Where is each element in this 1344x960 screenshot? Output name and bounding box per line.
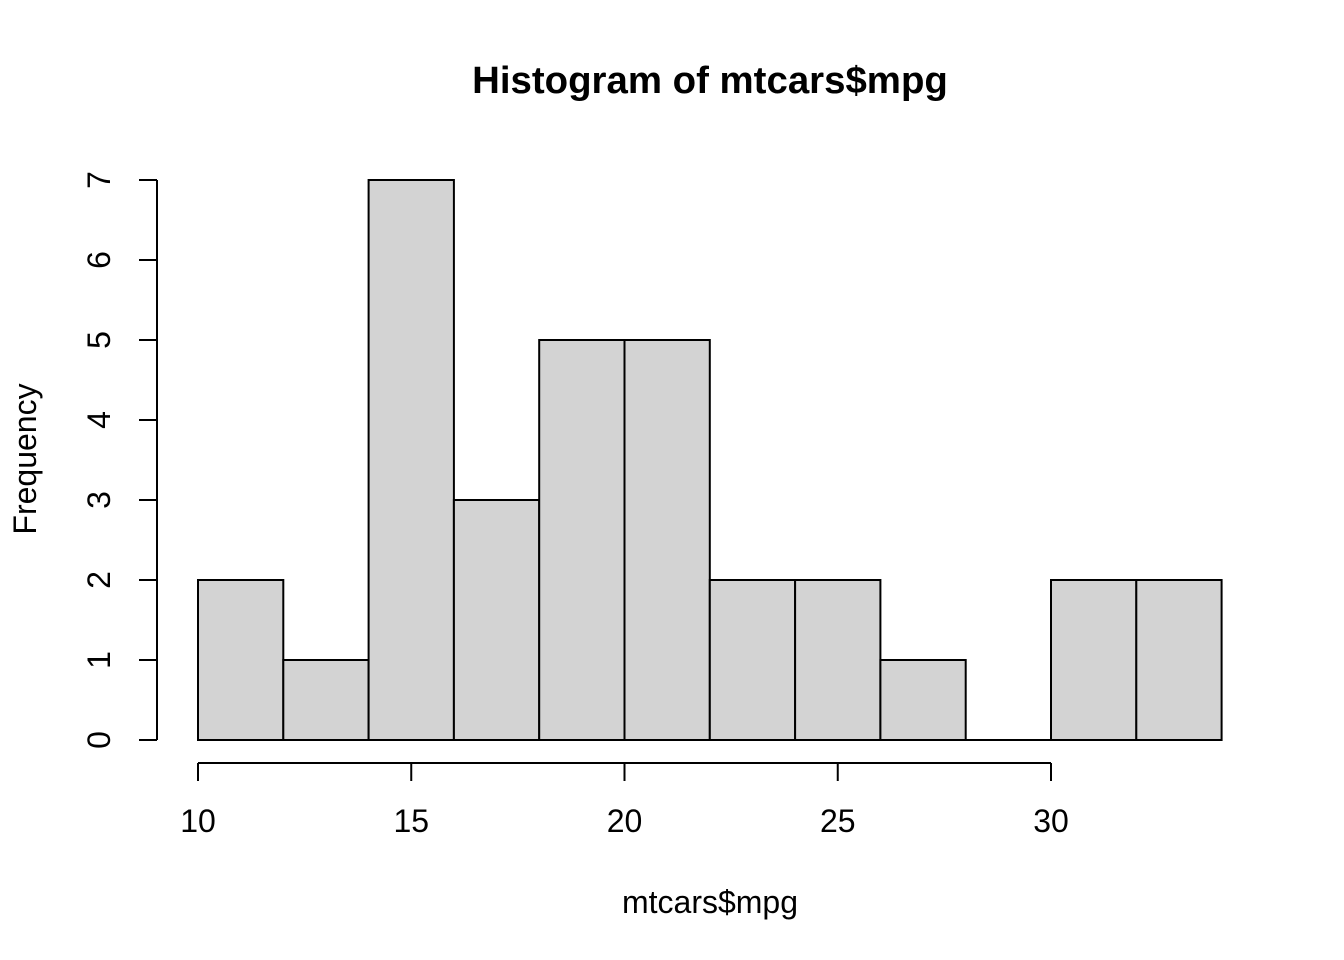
x-tick-label: 10 — [180, 803, 216, 839]
histogram-bar — [197, 579, 285, 741]
y-tick-label: 3 — [81, 491, 117, 509]
x-axis-label: mtcars$mpg — [622, 884, 798, 920]
axes-group — [139, 179, 1052, 781]
histogram-bar — [282, 659, 370, 741]
bars-group — [197, 179, 1223, 741]
x-tick-label: 25 — [820, 803, 856, 839]
y-tick-label: 5 — [81, 331, 117, 349]
histogram-bar — [623, 339, 711, 741]
histogram-bar — [538, 339, 626, 741]
y-tick-label: 1 — [81, 651, 117, 669]
histogram-bar — [879, 659, 967, 741]
chart-title: Histogram of mtcars$mpg — [472, 59, 948, 102]
y-tick-label: 4 — [81, 411, 117, 429]
x-tick-label: 30 — [1033, 803, 1069, 839]
y-tick-label: 0 — [81, 731, 117, 749]
y-tick-label: 2 — [81, 571, 117, 589]
histogram-bar — [367, 179, 455, 741]
histogram-bar — [452, 499, 541, 741]
histogram-bar — [1135, 579, 1223, 741]
y-tick-label: 6 — [81, 251, 117, 269]
tick-labels-group: 0 1 2 3 4 5 6 7 10 15 20 25 30 — [81, 171, 1069, 839]
y-tick-label: 7 — [81, 171, 117, 189]
y-axis-label: Frequency — [7, 383, 43, 534]
x-tick-label: 15 — [393, 803, 429, 839]
histogram-bar — [708, 579, 797, 741]
histogram-bar — [1050, 579, 1138, 741]
x-tick-label: 20 — [607, 803, 643, 839]
histogram-bar — [794, 579, 882, 741]
